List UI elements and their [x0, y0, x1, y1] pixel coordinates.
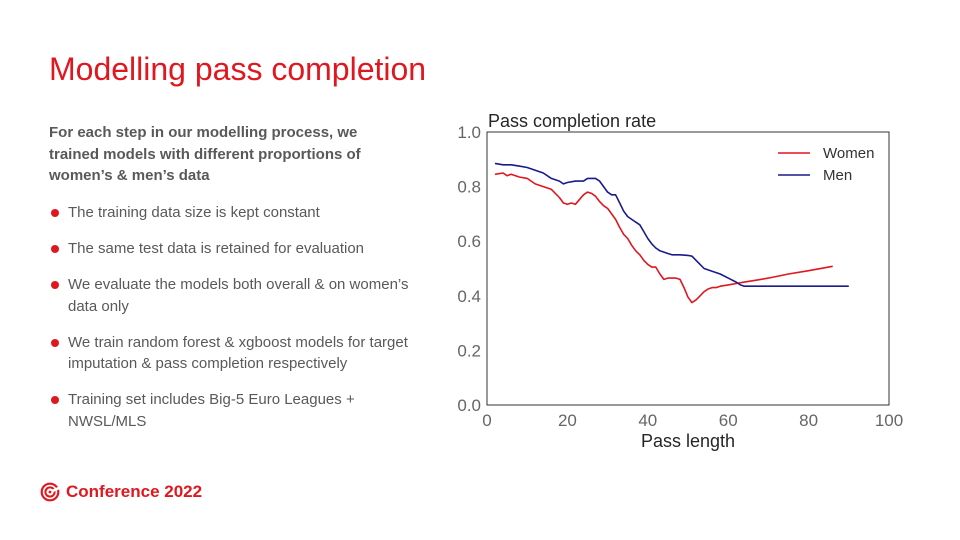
pass-completion-chart: Pass completion rate 0 20 40 60 80 100 0.0 0.2 0.… — [457, 111, 903, 451]
x-tick-label: 20 — [558, 411, 577, 430]
conference-logo-icon — [40, 482, 60, 502]
logo-text: Conference 2022 — [66, 482, 203, 501]
bullet-item: Training set includes Big-5 Euro Leagues… — [49, 389, 409, 432]
bullet-item: We evaluate the models both overall & on… — [49, 274, 409, 317]
red-dot-icon — [51, 338, 59, 347]
bullet-item: The training data size is kept constant — [49, 202, 409, 224]
legend-label-men: Men — [823, 167, 852, 184]
conference-logo: Conference 2022 — [40, 480, 202, 504]
x-tick-label: 60 — [719, 411, 738, 430]
bullet-text: The training data size is kept constant — [68, 204, 320, 221]
slide-title: Modelling pass completion — [49, 51, 427, 87]
legend-label-women: Women — [823, 145, 874, 162]
x-tick-label: 40 — [638, 411, 657, 430]
plot-frame — [486, 131, 890, 406]
series-line-men — [494, 162, 849, 287]
bullet-text: Training set includes Big-5 Euro Leagues… — [68, 391, 355, 430]
x-tick-label: 80 — [799, 411, 818, 430]
red-dot-icon — [51, 209, 59, 217]
x-axis-label: Pass length — [641, 431, 735, 451]
series-line-women — [494, 172, 833, 304]
bullet-list: The training data size is kept constant … — [49, 202, 409, 447]
y-tick-label: 0.4 — [457, 287, 481, 306]
bullet-item: We train random forest & xgboost models … — [49, 332, 409, 375]
bullet-item: The same test data is retained for evalu… — [49, 238, 409, 260]
chart-title: Pass completion rate — [488, 111, 656, 131]
y-tick-label: 0.0 — [457, 396, 481, 415]
bullet-text: We train random forest & xgboost models … — [68, 333, 408, 373]
red-dot-icon — [51, 396, 59, 404]
y-tick-label: 0.8 — [457, 178, 481, 197]
y-tick-label: 1.0 — [457, 123, 481, 142]
x-tick-label: 0 — [482, 411, 491, 430]
bullet-text: The same test data is retained for evalu… — [68, 240, 365, 257]
x-tick-label: 100 — [875, 411, 903, 430]
red-dot-icon — [51, 281, 59, 289]
bullet-text: We evaluate the models both overall & on… — [68, 276, 409, 315]
red-dot-icon — [51, 245, 59, 253]
y-tick-label: 0.2 — [457, 341, 481, 360]
y-tick-label: 0.6 — [457, 232, 481, 251]
intro-paragraph: For each step in our modelling process, … — [49, 124, 361, 184]
